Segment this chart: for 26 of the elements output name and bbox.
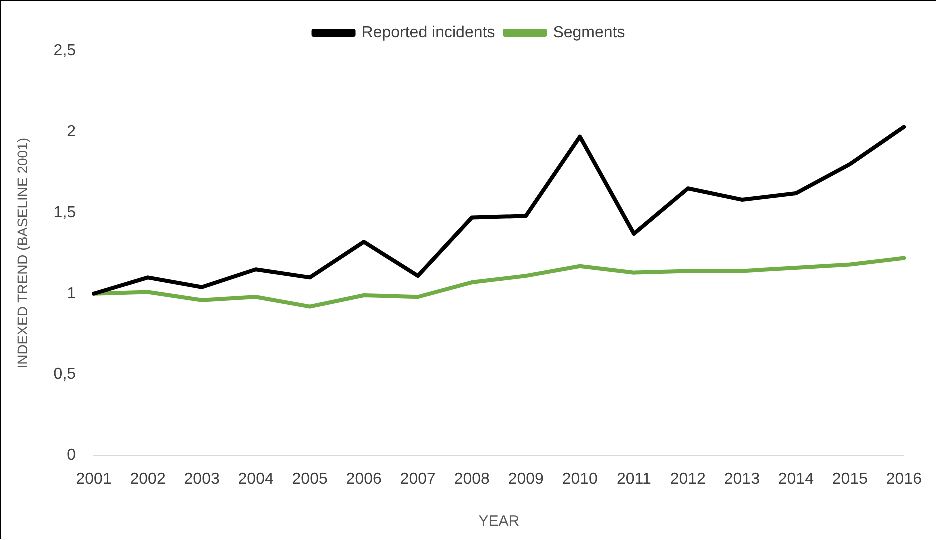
- y-tick-label: 2,5: [54, 42, 76, 60]
- x-tick-label: 2012: [670, 470, 706, 488]
- y-tick-label: 0: [67, 447, 76, 464]
- x-tick-label: 2011: [616, 470, 652, 488]
- x-tick-label: 2007: [400, 470, 436, 488]
- x-tick-label: 2013: [724, 470, 760, 488]
- x-axis-title: YEAR: [478, 513, 520, 530]
- y-tick-label: 1,5: [54, 204, 76, 222]
- x-tick-label: 2002: [130, 470, 166, 488]
- x-tick-label: 2010: [562, 470, 598, 488]
- y-tick-label: 1: [67, 285, 76, 302]
- x-tick-label: 2014: [778, 470, 814, 488]
- x-tick-label: 2009: [508, 470, 544, 488]
- legend-label: Reported incidents: [362, 24, 496, 42]
- x-tick-label: 2016: [886, 470, 922, 488]
- y-tick-label: 0,5: [54, 366, 76, 384]
- x-tick-label: 2003: [184, 470, 220, 488]
- legend-label: Segments: [553, 24, 626, 42]
- y-axis-title: INDEXED TREND (BASELINE 2001): [14, 138, 30, 369]
- x-tick-label: 2001: [76, 470, 112, 488]
- x-tick-label: 2004: [238, 470, 274, 488]
- x-tick-label: 2005: [292, 470, 328, 488]
- x-tick-label: 2015: [832, 470, 868, 488]
- x-tick-label: 2006: [346, 470, 382, 488]
- y-tick-label: 2: [67, 123, 76, 140]
- x-tick-label: 2008: [454, 470, 490, 488]
